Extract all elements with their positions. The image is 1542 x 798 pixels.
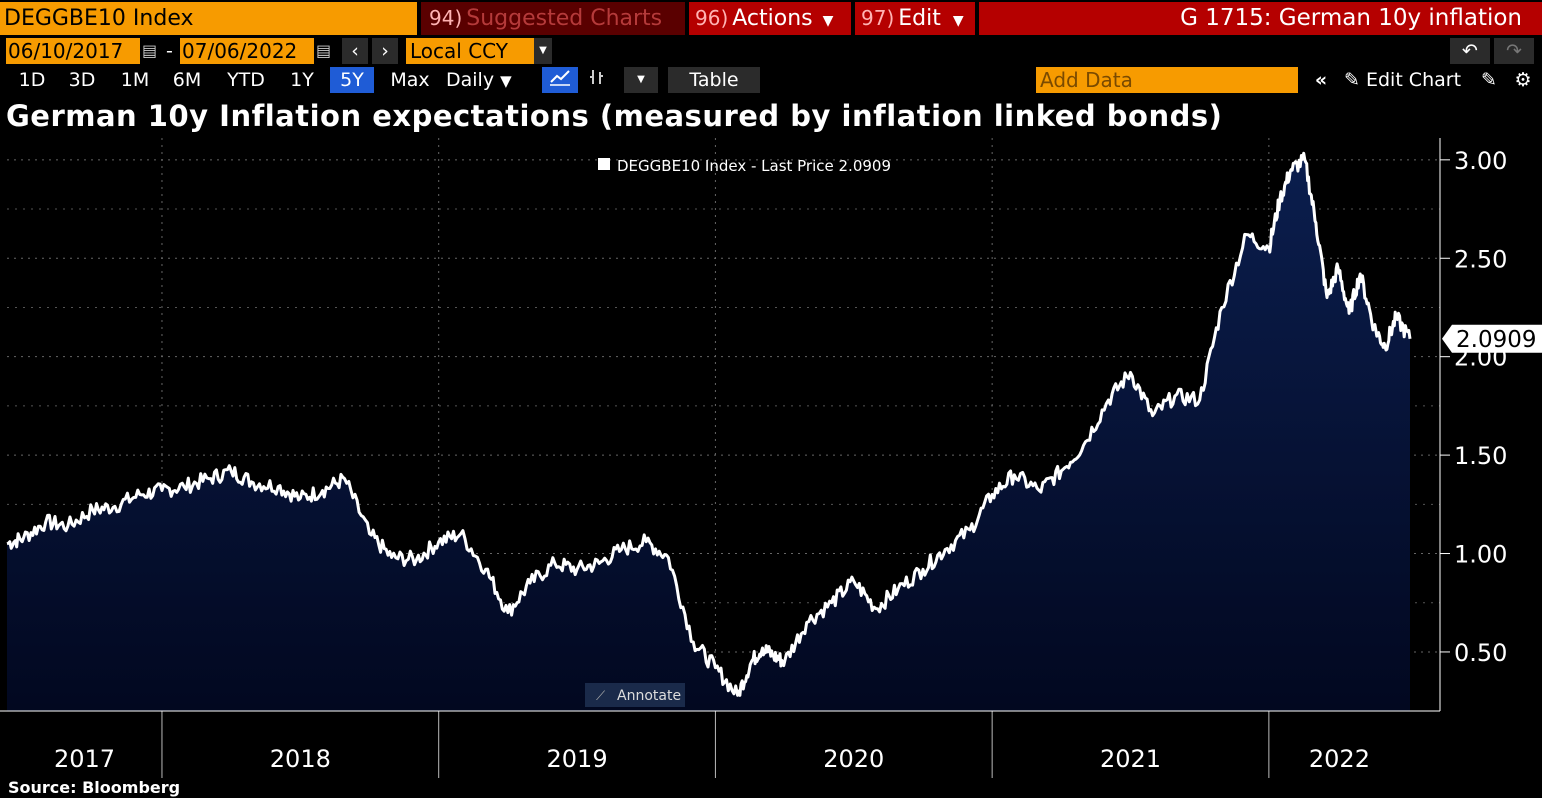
ticker-text: DEGGBE10 Index bbox=[4, 6, 194, 31]
source-note: Source: Bloomberg bbox=[8, 778, 181, 797]
currency-text: Local CCY bbox=[410, 39, 508, 63]
gear-icon[interactable]: ⚙ bbox=[1514, 69, 1532, 91]
x-tick-label: 2017 bbox=[54, 745, 115, 773]
dropdown-icon: ▼ bbox=[822, 13, 834, 29]
period-1d[interactable]: 1D bbox=[18, 69, 46, 91]
pencil-icon: ✎ bbox=[1344, 69, 1360, 91]
currency-select[interactable]: Local CCY bbox=[406, 38, 534, 64]
line-chart-icon[interactable] bbox=[542, 67, 578, 93]
table-label: Table bbox=[689, 69, 739, 91]
settings-icon[interactable]: ✎ bbox=[1481, 69, 1497, 91]
date-separator: - bbox=[166, 40, 173, 62]
annotate-icon: ⟋ bbox=[596, 689, 606, 704]
price-line bbox=[6, 151, 1412, 697]
period-5y[interactable]: 5Y bbox=[330, 67, 374, 93]
frequency-text: Daily bbox=[446, 69, 495, 91]
x-tick-label: 2020 bbox=[823, 745, 884, 773]
y-tick-label: 1.00 bbox=[1454, 541, 1507, 569]
legend: DEGGBE10 Index - Last Price 2.0909 bbox=[598, 157, 891, 175]
window-title: G 1715: German 10y inflation bbox=[979, 2, 1542, 35]
x-tick-label: 2019 bbox=[547, 745, 608, 773]
arrow-right-icon[interactable]: › bbox=[372, 38, 398, 64]
actions-num: 96) bbox=[695, 6, 729, 30]
dropdown-icon[interactable]: ▼ bbox=[624, 67, 658, 93]
actions-button[interactable]: 96) Actions ▼ bbox=[689, 2, 851, 35]
suggested-label: Suggested Charts bbox=[466, 6, 663, 31]
annotate-label: Annotate bbox=[617, 688, 681, 704]
arrow-left-icon[interactable]: ‹ bbox=[342, 38, 368, 64]
y-tick-label: 2.50 bbox=[1454, 245, 1507, 273]
suggested-charts-button[interactable]: 94) Suggested Charts bbox=[421, 2, 685, 35]
date-toolbar: 06/10/2017 ▤ - 07/06/2022 ▤ ‹ › Local CC… bbox=[0, 37, 1542, 65]
period-max[interactable]: Max bbox=[390, 69, 430, 91]
edit-label: Edit bbox=[898, 6, 941, 31]
add-data-input[interactable]: Add Data bbox=[1036, 67, 1298, 93]
undo-icon[interactable]: ↶ bbox=[1450, 38, 1490, 64]
period-3d[interactable]: 3D bbox=[68, 69, 96, 91]
legend-text: DEGGBE10 Index - Last Price 2.0909 bbox=[617, 157, 891, 175]
period-1m[interactable]: 1M bbox=[120, 69, 150, 91]
collapse-icon[interactable]: « bbox=[1314, 69, 1328, 91]
actions-label: Actions bbox=[732, 6, 813, 31]
chart: 0.501.001.502.002.503.00 2017 2018 2019 202… bbox=[0, 138, 1542, 778]
dropdown-icon: ▼ bbox=[500, 72, 512, 90]
y-tick-label: 1.50 bbox=[1454, 442, 1507, 470]
ticker-field[interactable]: DEGGBE10 Index bbox=[0, 2, 417, 35]
calendar-icon[interactable]: ▤ bbox=[142, 41, 158, 60]
period-6m[interactable]: 6M bbox=[172, 69, 202, 91]
top-toolbar: DEGGBE10 Index 94) Suggested Charts 96) Ac… bbox=[0, 0, 1542, 37]
y-tick-label: 0.50 bbox=[1454, 639, 1507, 667]
bar-chart-icon[interactable] bbox=[582, 67, 612, 93]
dropdown-icon: ▼ bbox=[952, 13, 964, 29]
end-date-text: 07/06/2022 bbox=[182, 39, 298, 63]
x-tick-label: 2018 bbox=[270, 745, 331, 773]
start-date-text: 06/10/2017 bbox=[8, 39, 124, 63]
area-fill bbox=[7, 153, 1410, 712]
x-tick-label: 2022 bbox=[1309, 745, 1370, 773]
annotate-button[interactable]: ⟋ Annotate bbox=[585, 683, 685, 707]
window-title-text: G 1715: German 10y inflation bbox=[1180, 5, 1522, 31]
last-price-tag: 2.0909 bbox=[1442, 324, 1542, 353]
x-tick-label: 2021 bbox=[1100, 745, 1161, 773]
chart-title: German 10y Inflation expectations (measu… bbox=[6, 99, 1223, 133]
frequency-select[interactable]: Daily ▼ bbox=[446, 67, 530, 93]
edit-chart-button[interactable]: ✎ Edit Chart bbox=[1344, 67, 1464, 93]
edit-button[interactable]: 97) Edit ▼ bbox=[855, 2, 975, 35]
edit-num: 97) bbox=[861, 6, 895, 30]
add-data-placeholder: Add Data bbox=[1040, 68, 1133, 92]
calendar-icon[interactable]: ▤ bbox=[316, 41, 332, 60]
end-date-input[interactable]: 07/06/2022 bbox=[180, 38, 314, 64]
edit-chart-label: Edit Chart bbox=[1365, 69, 1462, 91]
period-toolbar: 1D 3D 1M 6M YTD 1Y 5Y Max Daily ▼ ▼ Tabl… bbox=[0, 66, 1542, 94]
y-tick-label: 3.00 bbox=[1454, 147, 1507, 175]
redo-icon[interactable]: ↷ bbox=[1494, 38, 1534, 64]
start-date-input[interactable]: 06/10/2017 bbox=[6, 38, 140, 64]
legend-swatch bbox=[598, 158, 610, 170]
dropdown-icon[interactable]: ▼ bbox=[534, 38, 552, 64]
last-price-label: 2.0909 bbox=[1456, 327, 1536, 353]
table-button[interactable]: Table bbox=[668, 67, 760, 93]
period-ytd[interactable]: YTD bbox=[227, 69, 265, 91]
suggested-num: 94) bbox=[429, 6, 463, 30]
period-1y[interactable]: 1Y bbox=[290, 69, 314, 91]
